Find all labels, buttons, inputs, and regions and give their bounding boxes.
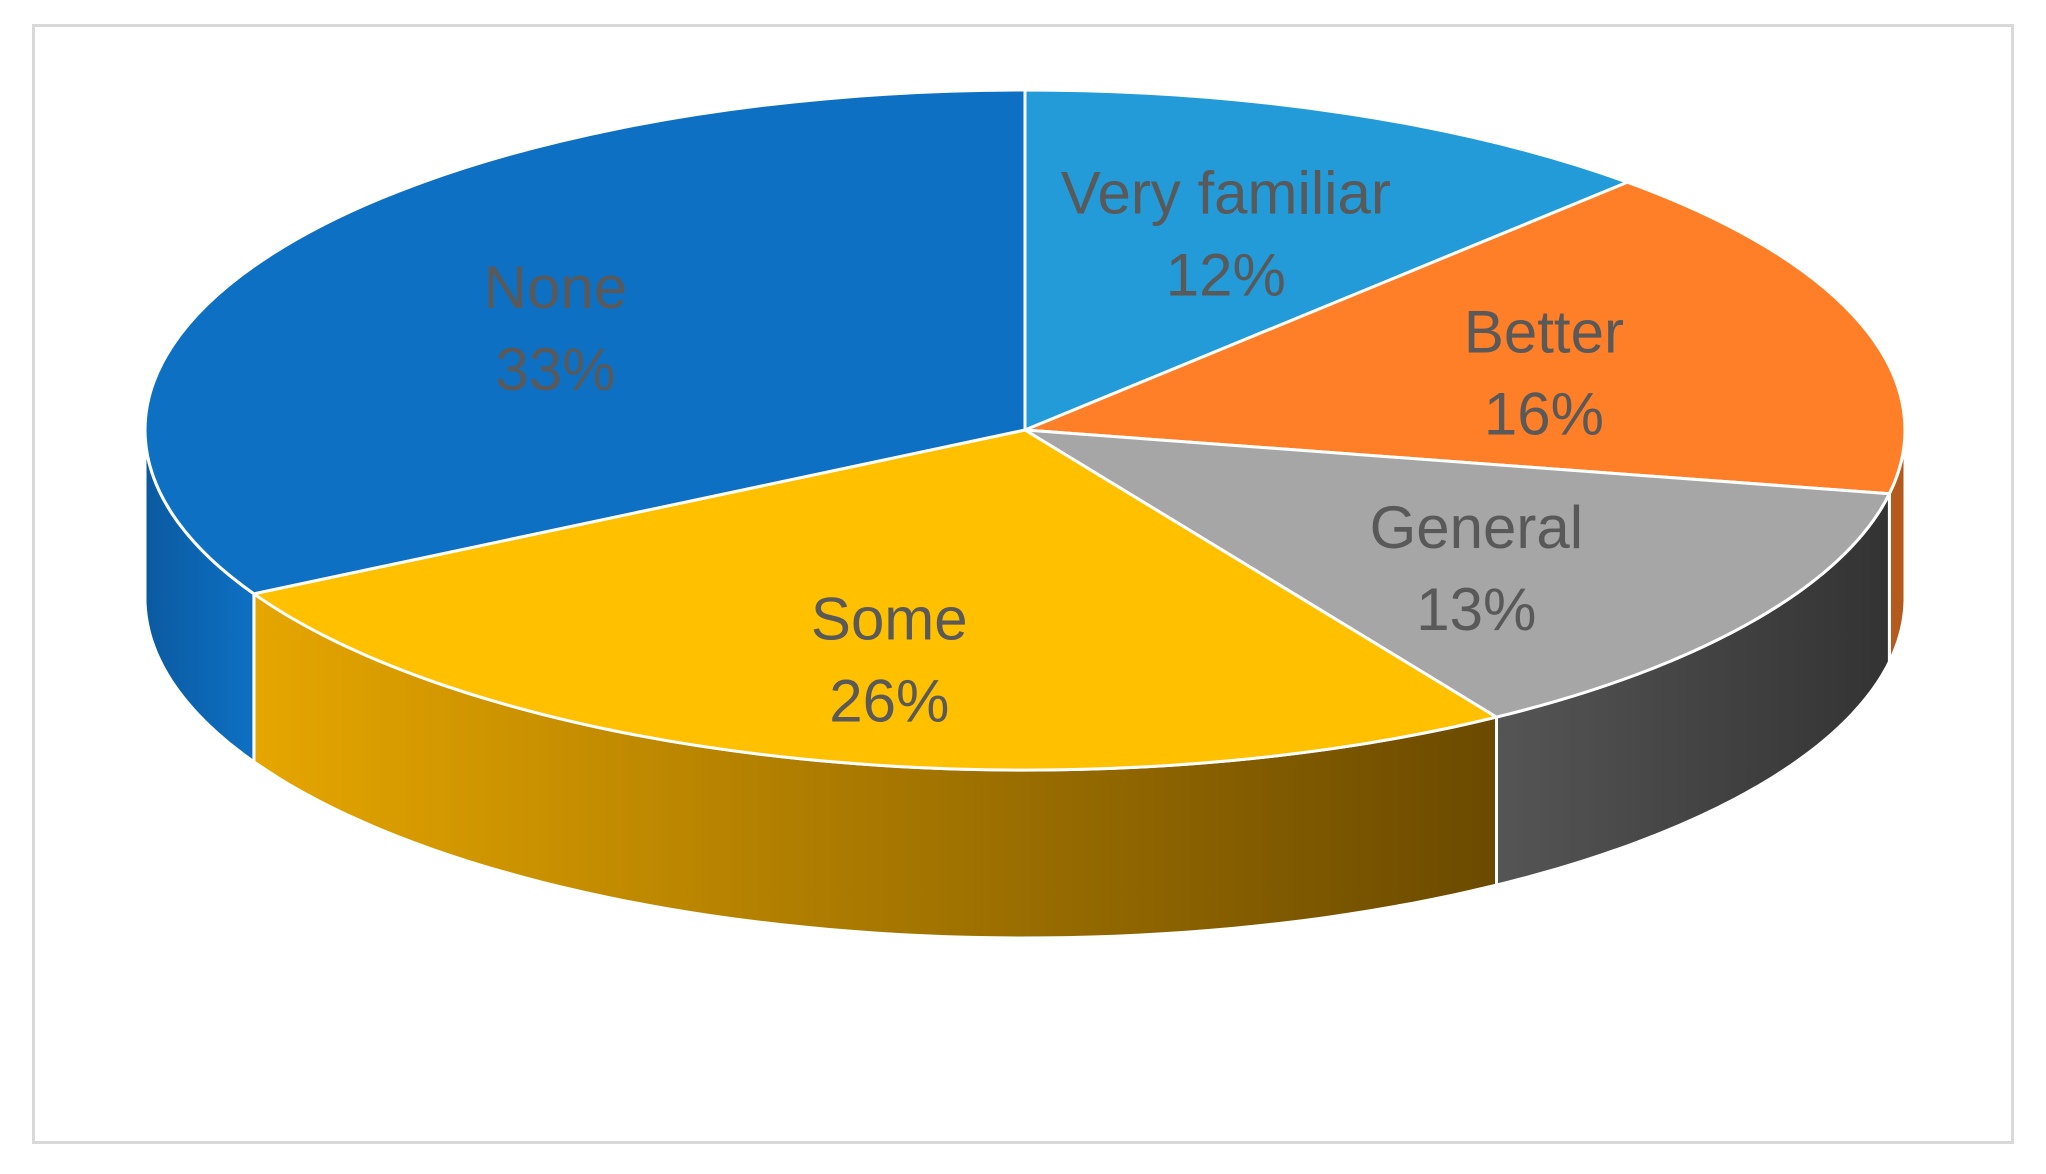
slice-category-label-general: General (1370, 494, 1583, 561)
slice-percent-label-some: 26% (829, 667, 949, 734)
slice-category-label-none: None (484, 254, 627, 321)
pie-slice-general (1023, 428, 1891, 719)
pie-slice-some (252, 428, 1498, 772)
slice-percent-label-none: 33% (495, 336, 615, 403)
slice-percent-label-very-familiar: 12% (1166, 241, 1286, 308)
slice-percent-label-general: 13% (1416, 576, 1536, 643)
slice-category-label-better: Better (1464, 299, 1624, 366)
slice-percent-label-better: 16% (1484, 381, 1604, 448)
slice-category-label-some: Some (811, 585, 968, 652)
slice-category-label-very-familiar: Very familiar (1061, 159, 1391, 226)
pie-slice-none (143, 88, 1027, 596)
pie-slice-better (1023, 180, 1907, 496)
pie-slice-very-familiar (1023, 88, 1629, 432)
